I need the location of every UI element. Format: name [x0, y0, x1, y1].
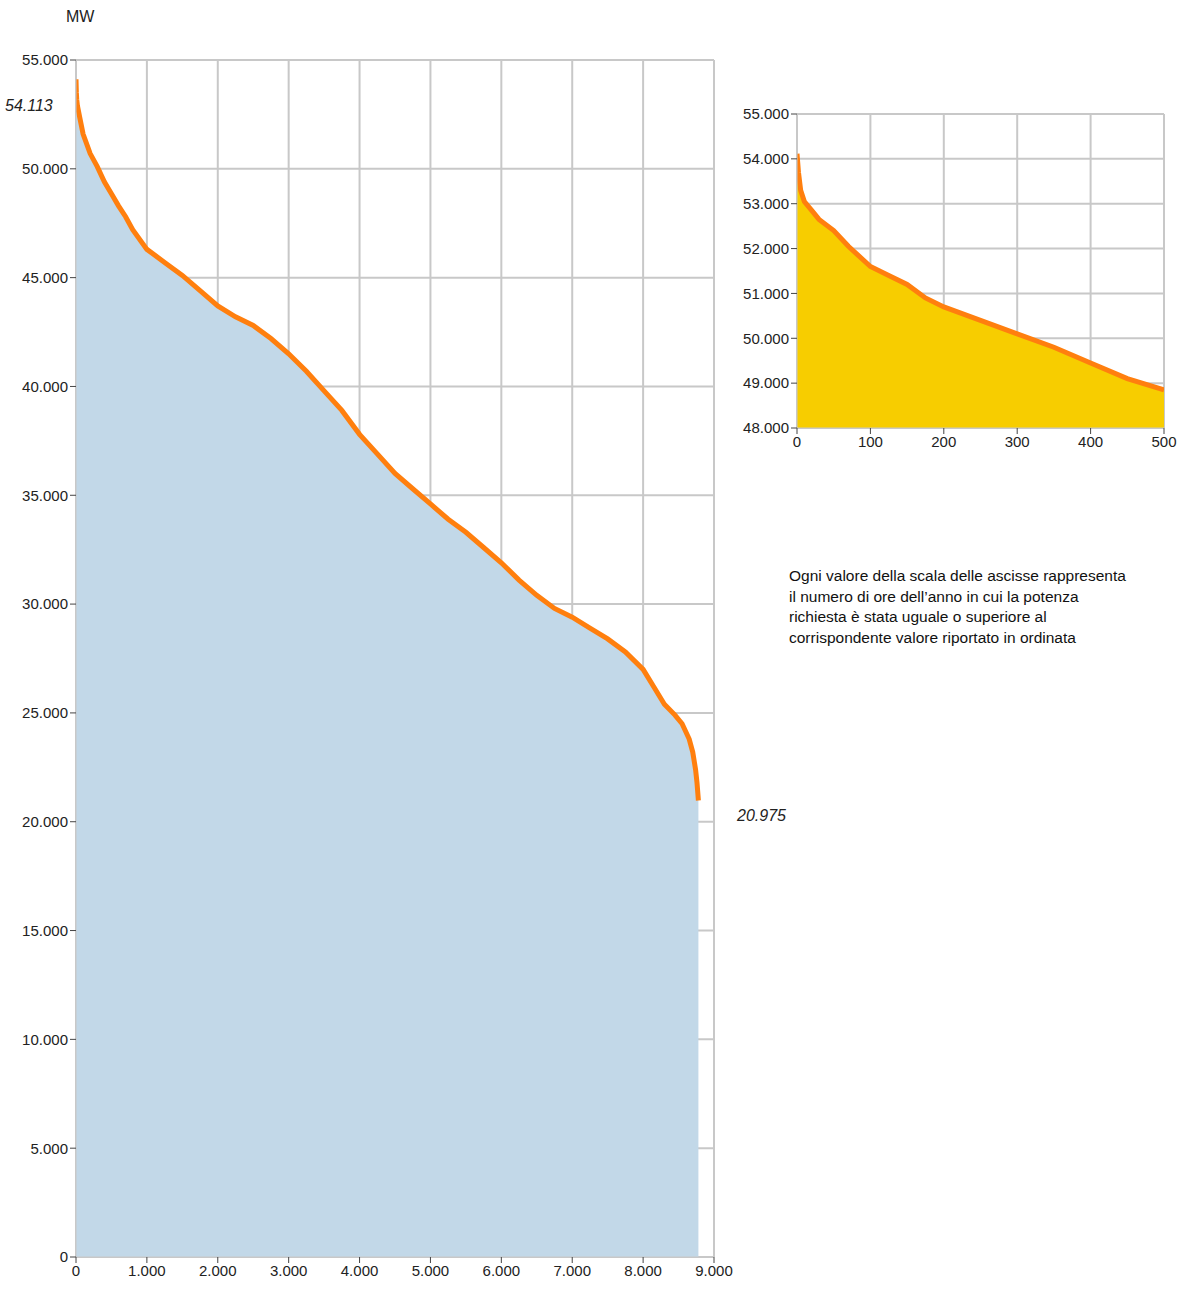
- svg-text:55.000: 55.000: [743, 105, 789, 122]
- svg-text:1.000: 1.000: [128, 1262, 166, 1279]
- html-text:corrispondente valore riportat: corrispondente valore riportato in ordin…: [789, 628, 1076, 646]
- svg-text:50.000: 50.000: [22, 160, 68, 177]
- svg-text:15.000: 15.000: [22, 922, 68, 939]
- svg-text:52.000: 52.000: [743, 240, 789, 257]
- svg-text:35.000: 35.000: [22, 487, 68, 504]
- html-text:54.113: 54.113: [5, 97, 53, 114]
- html-text:richiesta è stata uguale o sup: richiesta è stata uguale o superiore al: [789, 608, 1047, 625]
- svg-text:100: 100: [858, 433, 883, 450]
- svg-text:20.000: 20.000: [22, 813, 68, 830]
- svg-text:51.000: 51.000: [743, 285, 789, 302]
- svg-text:48.000: 48.000: [743, 419, 789, 436]
- html-text:MW: MW: [66, 8, 95, 25]
- svg-text:400: 400: [1078, 433, 1103, 450]
- svg-text:5.000: 5.000: [30, 1140, 68, 1157]
- svg-text:25.000: 25.000: [22, 704, 68, 721]
- svg-text:54.000: 54.000: [743, 150, 789, 167]
- svg-text:55.000: 55.000: [22, 51, 68, 68]
- svg-text:5.000: 5.000: [412, 1262, 450, 1279]
- svg-text:49.000: 49.000: [743, 374, 789, 391]
- svg-text:0: 0: [72, 1262, 80, 1279]
- svg-text:4.000: 4.000: [341, 1262, 379, 1279]
- html-text:il numero di ore dell’anno in: il numero di ore dell’anno in cui la pot…: [789, 587, 1079, 605]
- svg-text:6.000: 6.000: [483, 1262, 521, 1279]
- svg-text:40.000: 40.000: [22, 378, 68, 395]
- svg-text:2.000: 2.000: [199, 1262, 237, 1279]
- svg-text:50.000: 50.000: [743, 330, 789, 347]
- svg-text:7.000: 7.000: [553, 1262, 591, 1279]
- svg-text:3.000: 3.000: [270, 1262, 308, 1279]
- svg-text:500: 500: [1151, 433, 1171, 450]
- svg-text:30.000: 30.000: [22, 595, 68, 612]
- svg-text:10.000: 10.000: [22, 1031, 68, 1048]
- svg-text:9.000: 9.000: [695, 1262, 733, 1279]
- html-text:20.975: 20.975: [737, 807, 786, 824]
- html-text:Ogni valore della scala delle: Ogni valore della scala delle ascisse ra…: [789, 567, 1126, 584]
- svg-text:300: 300: [1005, 433, 1030, 450]
- svg-text:0: 0: [60, 1248, 68, 1265]
- svg-text:45.000: 45.000: [22, 269, 68, 286]
- svg-text:200: 200: [931, 433, 956, 450]
- svg-text:8.000: 8.000: [624, 1262, 662, 1279]
- svg-text:53.000: 53.000: [743, 195, 789, 212]
- svg-text:0: 0: [793, 433, 801, 450]
